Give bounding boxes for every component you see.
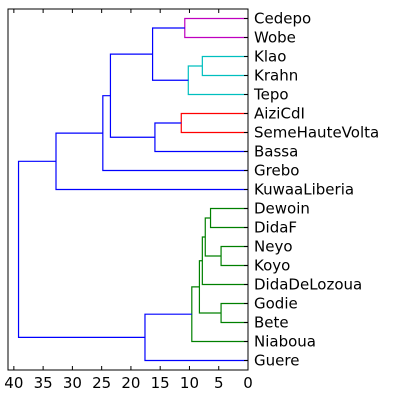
x-tick-label: 30 xyxy=(63,374,82,392)
leaf-label: Grebo xyxy=(254,162,299,180)
leaf-label: Cedepo xyxy=(254,10,311,28)
leaf-label: KuwaaLiberia xyxy=(254,181,354,199)
leaf-label: SemeHauteVolta xyxy=(254,124,379,142)
x-tick-label: 5 xyxy=(214,374,224,392)
dendrogram-link xyxy=(144,313,248,362)
leaf-label: Godie xyxy=(254,295,298,313)
dendrogram-link xyxy=(151,27,189,81)
leaf-labels: CedepoWobeKlaoKrahnTepoAiziCdISemeHauteV… xyxy=(244,10,379,370)
leaf-label: Bete xyxy=(254,314,289,332)
x-tick-label: 0 xyxy=(243,374,253,392)
dendrogram-link xyxy=(220,245,248,267)
leaf-label: DidaF xyxy=(254,219,297,237)
dendrogram-link xyxy=(184,17,248,39)
leaf-label: Niaboua xyxy=(254,333,316,351)
leaf-label: DidaDeLozoua xyxy=(254,276,362,294)
dendrogram-link xyxy=(154,122,248,153)
leaf-label: Wobe xyxy=(254,29,296,47)
dendrogram-link xyxy=(187,65,248,96)
leaf-label: AiziCdI xyxy=(254,105,305,123)
dendrogram-link xyxy=(209,207,248,229)
leaf-label: Koyo xyxy=(254,257,290,275)
leaf-label: Klao xyxy=(254,48,286,66)
leaf-label: Tepo xyxy=(253,86,289,104)
dendrogram-link xyxy=(17,160,145,338)
dendrogram-link xyxy=(191,286,248,343)
leaf-label: Guere xyxy=(254,352,299,370)
dendrogram-link xyxy=(55,132,248,191)
dendrogram-link xyxy=(198,260,222,314)
x-tick-label: 35 xyxy=(34,374,53,392)
leaf-label: Krahn xyxy=(254,67,298,85)
dendrogram-link xyxy=(180,112,248,134)
x-tick-label: 40 xyxy=(4,374,23,392)
x-tick-label: 20 xyxy=(121,374,140,392)
dendrogram-link xyxy=(201,55,248,77)
dendrogram-link xyxy=(201,236,248,286)
x-tick-label: 25 xyxy=(92,374,111,392)
leaf-label: Dewoin xyxy=(254,200,310,218)
dendrogram-link xyxy=(204,217,222,257)
x-tick-label: 15 xyxy=(151,374,170,392)
x-axis-ticks: 40 35 30 25 20 15 10 5 0 xyxy=(4,9,253,392)
leaf-label: Neyo xyxy=(254,238,293,256)
dendrogram-link xyxy=(220,302,248,324)
dendrogram-links xyxy=(17,17,248,362)
x-tick-label: 10 xyxy=(180,374,199,392)
dendrogram-link xyxy=(109,53,155,138)
leaf-label: Bassa xyxy=(254,143,298,161)
